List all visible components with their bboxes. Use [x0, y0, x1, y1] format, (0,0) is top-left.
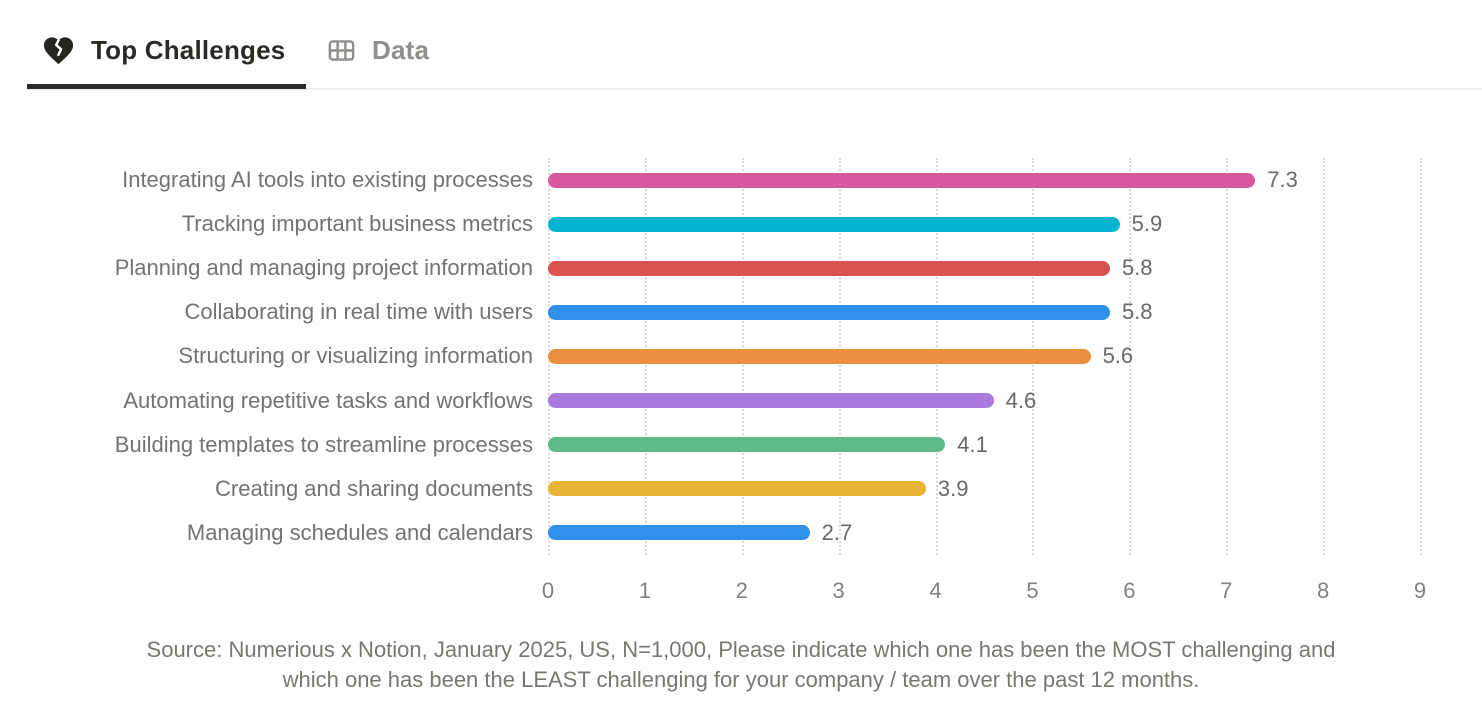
source-line-1: Source: Numerious x Notion, January 2025…: [146, 637, 1336, 662]
bar-value-label: 2.7: [821, 519, 853, 545]
broken-heart-icon: [40, 33, 77, 68]
category-label: Managing schedules and calendars: [186, 519, 533, 545]
tab-top-challenges[interactable]: Top Challenges: [40, 24, 285, 76]
tab-data[interactable]: Data: [325, 24, 429, 76]
category-label: Integrating AI tools into existing proce…: [122, 167, 533, 193]
gridline-x-6: [1129, 158, 1132, 555]
category-label: Automating repetitive tasks and workflow…: [123, 387, 533, 413]
chart-row: 5.9: [548, 202, 1420, 246]
category-label: Structuring or visualizing information: [178, 343, 533, 369]
bar-value-label: 4.1: [957, 431, 988, 457]
bar[interactable]: [548, 525, 810, 541]
gridline-x-9: [1420, 158, 1422, 555]
chart-row: 3.9: [548, 467, 1420, 511]
x-tick-label-3: 3: [832, 578, 845, 603]
gridline-x-7: [1226, 158, 1229, 555]
bar-value-label: 5.8: [1121, 255, 1153, 281]
chart-row: 5.8: [548, 290, 1420, 334]
bar-value-label: 5.8: [1121, 299, 1153, 325]
bar[interactable]: [548, 304, 1110, 320]
chart-row: 4.1: [548, 423, 1420, 467]
x-tick-label-8: 8: [1316, 578, 1330, 603]
x-tick-label-5: 5: [1026, 578, 1039, 603]
gridline-x-8: [1323, 158, 1326, 555]
tab-label-data: Data: [372, 34, 430, 65]
category-label: Collaborating in real time with users: [184, 299, 534, 325]
x-tick-label-1: 1: [638, 578, 651, 603]
bar-value-label: 5.9: [1131, 211, 1163, 237]
bar[interactable]: [548, 481, 926, 497]
x-tick-label-7: 7: [1220, 578, 1233, 603]
bar[interactable]: [548, 393, 994, 409]
tab-label-top-challenges: Top Challenges: [91, 34, 286, 65]
category-label: Planning and managing project informatio…: [114, 255, 533, 281]
source-line-2: which one has been the LEAST challenging…: [282, 667, 1200, 692]
bar-rows: 7.3 5.9 5.8 5.8 5.6 4.6 4.1 3.9 2.7: [548, 158, 1420, 555]
bar-value-label: 3.9: [937, 475, 969, 501]
chart-row: 2.7: [548, 511, 1420, 555]
chart-row: 5.6: [548, 334, 1420, 378]
category-label: Building templates to streamline process…: [114, 431, 533, 457]
chart-row: 5.8: [548, 246, 1420, 290]
table-icon: [325, 35, 358, 66]
tab-bar: Top Challenges Data: [0, 0, 1482, 90]
bar-value-label: 4.6: [1005, 387, 1037, 413]
tab-bar-divider: [27, 88, 1482, 90]
bar-value-label: 5.6: [1102, 343, 1134, 369]
bar[interactable]: [548, 437, 946, 453]
bar[interactable]: [548, 172, 1256, 188]
plot-area: 7.3 5.9 5.8 5.8 5.6 4.6 4.1 3.9 2.7: [548, 158, 1422, 555]
bar-value-label: 7.3: [1267, 167, 1298, 193]
bar[interactable]: [548, 216, 1120, 232]
x-tick-label-0: 0: [541, 578, 555, 603]
bar[interactable]: [548, 260, 1110, 276]
active-tab-underline: [27, 84, 306, 89]
x-axis: 0 1 2 3 4 5 6 7 8 9: [542, 578, 1426, 606]
category-label: Tracking important business metrics: [181, 211, 533, 237]
category-label-column: Integrating AI tools into existing proce…: [0, 158, 533, 555]
chart-row: 4.6: [548, 379, 1420, 423]
x-tick-label-6: 6: [1123, 578, 1136, 603]
category-label: Creating and sharing documents: [215, 475, 533, 501]
chart-row: 7.3: [548, 158, 1420, 202]
x-tick-label-9: 9: [1413, 578, 1427, 603]
x-tick-label-2: 2: [735, 578, 748, 603]
source-note: Source: Numerious x Notion, January 2025…: [0, 635, 1482, 695]
x-tick-label-4: 4: [929, 578, 942, 603]
bar[interactable]: [548, 348, 1091, 364]
